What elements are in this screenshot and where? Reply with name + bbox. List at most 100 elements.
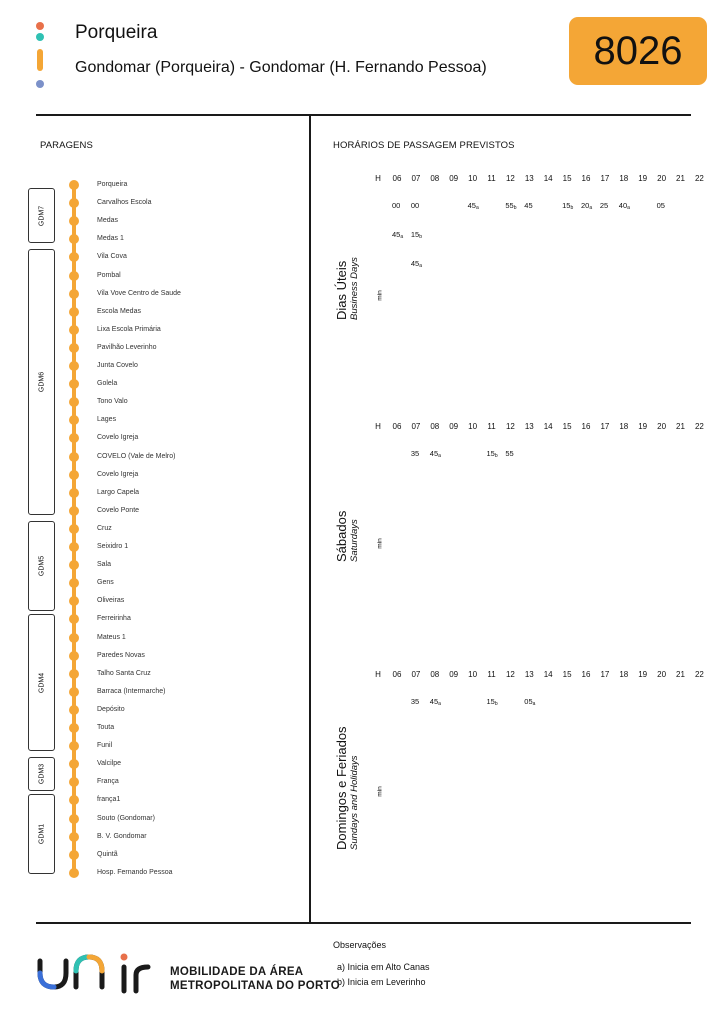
departure-note-marker: b [419, 234, 423, 240]
hour-header: 14 [543, 670, 553, 679]
hour-header: 18 [619, 422, 629, 431]
day-type-en: Sundays and Holidays [349, 755, 360, 850]
footer-divider [36, 922, 691, 924]
departure-minute: 45 [392, 230, 401, 239]
hour-header: 14 [543, 174, 553, 183]
stop-name: Talho Santa Cruz [97, 669, 151, 677]
stop-marker [69, 306, 79, 317]
stop-marker [69, 198, 79, 209]
day-type-en: Saturdays [349, 519, 360, 562]
departure-minute: 45 [410, 259, 420, 268]
stop-name: Vila Cova [97, 253, 127, 261]
stop-marker [69, 505, 79, 516]
stop-marker [69, 578, 79, 589]
departure-time: 25 [600, 201, 608, 210]
hour-header: 19 [638, 422, 648, 431]
hour-header: 10 [468, 670, 478, 679]
departure-time: 15b [487, 449, 498, 459]
hour-header: 21 [676, 422, 685, 431]
departure-time: 05 [657, 201, 665, 210]
departure-note-marker: a [589, 205, 593, 211]
departure-minute: 15 [486, 449, 495, 458]
day-type-pt: Domingos e Feriados [334, 726, 349, 850]
departure-note-marker: a [532, 701, 536, 707]
route-color-icon [36, 22, 44, 88]
hour-header: 15 [562, 670, 572, 679]
stop-name: Cruz [97, 524, 112, 532]
logo-text-line2: METROPOLITANA DO PORTO [170, 980, 340, 992]
stop-name: Valcilpe [97, 760, 121, 768]
hour-header: 10 [468, 174, 478, 183]
zone-label: GDM3 [38, 763, 45, 785]
hour-header: 09 [449, 670, 459, 679]
hour-header: 15 [562, 174, 572, 183]
schedule-day-title: Sábados Saturdays [334, 511, 360, 562]
stop-marker [69, 704, 79, 715]
zone-box: GDM5 [28, 521, 55, 611]
hour-header: 11 [487, 670, 496, 679]
day-type-pt: Dias Úteis [334, 260, 349, 320]
stop-name: Lixa Escola Primária [97, 325, 161, 333]
hour-header: 17 [600, 174, 610, 183]
departure-minute: 20 [581, 201, 590, 210]
departure-note-marker: b [494, 453, 498, 459]
stop-name: Lages [97, 416, 117, 424]
departure-time: 45a [430, 449, 441, 459]
header-divider [36, 114, 691, 116]
departure-time: 00 [411, 201, 419, 210]
hour-header: 22 [694, 422, 704, 431]
hour-header: 06 [392, 174, 402, 183]
departure-note-marker: b [494, 701, 498, 707]
stop-marker [69, 342, 79, 353]
zone-box: GDM6 [28, 249, 55, 515]
column-divider [309, 116, 311, 924]
departure-note-marker: a [400, 234, 404, 240]
stop-marker [69, 216, 79, 227]
stop-name: Carvalhos Escola [97, 199, 152, 207]
hour-header: 17 [600, 422, 610, 431]
stop-name: Hosp. Fernando Pessoa [97, 868, 173, 876]
stop-name: Covelo Ponte [97, 506, 140, 514]
stop-name: Largo Capela [97, 488, 140, 496]
stop-name: Quintã [97, 850, 118, 858]
hour-header: 12 [505, 174, 515, 183]
stop-name: França [97, 778, 119, 786]
hour-header: 12 [505, 422, 515, 431]
zone-box: GDM3 [28, 757, 55, 791]
stop-name: Golela [97, 380, 118, 388]
hour-header: 13 [524, 422, 534, 431]
stop-marker [69, 288, 79, 299]
zone-label: GDM1 [38, 823, 45, 845]
departure-time: 45a [468, 201, 479, 211]
day-type-pt: Sábados [334, 510, 349, 562]
departure-minute: 00 [392, 201, 401, 210]
hour-header: 07 [411, 670, 421, 679]
departure-time: 55b [505, 201, 516, 211]
departure-minute: 15 [486, 697, 495, 706]
stop-name: Porqueira [97, 181, 128, 188]
hour-header: 21 [676, 174, 685, 183]
hour-header: 18 [619, 670, 629, 679]
zone-label: GDM5 [38, 555, 45, 577]
hour-header: 12 [505, 670, 515, 679]
stop-marker [69, 650, 79, 661]
stop-name: Medas 1 [97, 235, 124, 243]
stop-marker [69, 759, 79, 770]
stop-name: frança1 [97, 796, 121, 804]
stop-marker [69, 632, 79, 643]
stop-marker [69, 523, 79, 534]
minutes-label: min [376, 538, 384, 549]
departure-time: 55 [505, 449, 513, 458]
stop-name: Escola Medas [97, 307, 141, 315]
hour-header: 21 [676, 670, 685, 679]
hour-header: 08 [430, 422, 440, 431]
hour-header: 10 [468, 422, 478, 431]
departure-time: 45a [392, 230, 403, 240]
departure-time: 15b [411, 230, 422, 240]
stop-marker [69, 379, 79, 390]
departure-time: 15b [487, 697, 498, 707]
departure-note-marker: a [627, 205, 630, 211]
departure-time: 45 [524, 201, 532, 210]
stop-marker [69, 451, 79, 462]
stop-marker [69, 686, 79, 697]
